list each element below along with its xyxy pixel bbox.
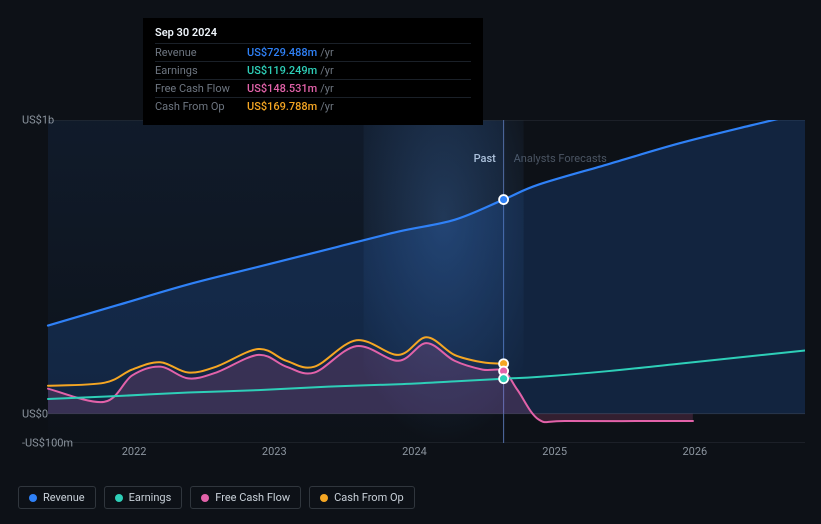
legend-item-free-cash-flow[interactable]: Free Cash Flow <box>190 486 301 509</box>
x-axis-tick: 2022 <box>122 445 147 458</box>
x-axis-tick: 2025 <box>542 445 567 458</box>
tooltip-metric-unit: /yr <box>320 46 333 59</box>
tooltip-metric-label: Free Cash Flow <box>155 82 247 95</box>
tooltip-row: Cash From OpUS$169.788m/yr <box>155 97 471 115</box>
legend-item-cash-from-op[interactable]: Cash From Op <box>309 486 415 509</box>
legend-label: Revenue <box>43 491 85 504</box>
tooltip-row: EarningsUS$119.249m/yr <box>155 61 471 79</box>
x-axis-tick: 2026 <box>682 445 707 458</box>
legend-dot-icon <box>115 494 123 502</box>
legend-item-revenue[interactable]: Revenue <box>18 486 96 509</box>
tooltip-metric-value: US$148.531m <box>247 82 317 95</box>
legend-dot-icon <box>320 494 328 502</box>
x-axis-labels: 2022 2023 2024 2025 2026 <box>32 445 805 465</box>
tooltip-metric-value: US$729.488m <box>247 46 317 59</box>
tooltip-metric-label: Revenue <box>155 46 247 59</box>
tooltip-row: RevenueUS$729.488m/yr <box>155 43 471 61</box>
tooltip-metric-unit: /yr <box>320 82 333 95</box>
chart-tooltip: Sep 30 2024 RevenueUS$729.488m/yrEarning… <box>143 18 483 125</box>
y-axis-tick: US$1b <box>22 114 62 127</box>
legend-label: Earnings <box>129 491 172 504</box>
tooltip-metric-value: US$169.788m <box>247 100 317 113</box>
legend-dot-icon <box>29 494 37 502</box>
chart-legend: Revenue Earnings Free Cash Flow Cash From O… <box>18 486 415 509</box>
chart-svg <box>16 120 805 443</box>
y-axis-tick: US$0 <box>22 407 62 420</box>
x-axis-tick: 2023 <box>262 445 287 458</box>
tooltip-metric-label: Cash From Op <box>155 100 247 113</box>
tooltip-metric-label: Earnings <box>155 64 247 77</box>
tooltip-metric-value: US$119.249m <box>247 64 317 77</box>
chart-area[interactable]: US$1bUS$0-US$100m <box>16 120 805 443</box>
tooltip-row: Free Cash FlowUS$148.531m/yr <box>155 79 471 97</box>
tooltip-date: Sep 30 2024 <box>155 26 471 39</box>
legend-item-earnings[interactable]: Earnings <box>104 486 183 509</box>
legend-dot-icon <box>201 494 209 502</box>
x-axis-tick: 2024 <box>402 445 427 458</box>
tooltip-metric-unit: /yr <box>320 100 333 113</box>
legend-label: Free Cash Flow <box>215 491 290 504</box>
tooltip-metric-unit: /yr <box>320 64 333 77</box>
legend-label: Cash From Op <box>334 491 404 504</box>
